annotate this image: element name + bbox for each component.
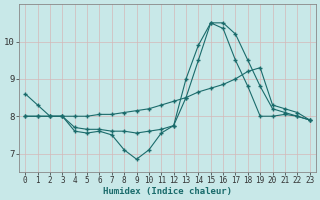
- X-axis label: Humidex (Indice chaleur): Humidex (Indice chaleur): [103, 187, 232, 196]
